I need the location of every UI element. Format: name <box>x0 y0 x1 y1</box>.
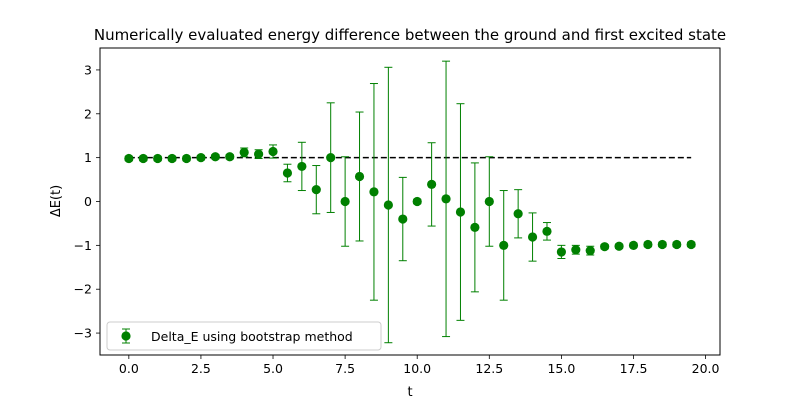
data-point <box>643 239 653 250</box>
legend-label: Delta_E using bootstrap method <box>151 329 353 344</box>
x-tick-label: 0.0 <box>119 361 139 376</box>
data-point <box>167 153 177 164</box>
data-point <box>441 194 451 204</box>
data-point <box>499 240 509 250</box>
y-tick-label: −1 <box>74 238 92 253</box>
data-point <box>427 179 437 189</box>
data-point <box>225 152 235 162</box>
data-point <box>383 200 393 210</box>
data-point <box>686 239 696 250</box>
data-point <box>398 214 408 224</box>
x-tick-label: 12.5 <box>475 361 503 376</box>
plot-frame <box>99 47 721 356</box>
data-point <box>600 242 610 252</box>
data-point <box>527 232 538 242</box>
data-point <box>153 153 163 164</box>
data-point <box>297 161 307 172</box>
x-tick-label: 17.5 <box>620 361 648 376</box>
x-tick-label: 15.0 <box>547 361 575 376</box>
data-point <box>614 241 624 251</box>
data-point <box>672 239 682 250</box>
y-tick-label: 1 <box>84 150 92 165</box>
data-point <box>181 153 192 164</box>
data-point <box>542 226 552 236</box>
data-point <box>282 168 293 178</box>
x-tick-label: 7.5 <box>335 361 355 376</box>
legend-marker-icon <box>121 328 131 344</box>
data-point <box>138 153 148 164</box>
data-point <box>484 196 494 207</box>
y-tick-label: −2 <box>74 282 92 297</box>
x-tick-label: 2.5 <box>191 361 211 376</box>
data-point <box>513 209 523 219</box>
data-point <box>311 185 321 195</box>
y-tick-label: 3 <box>84 62 92 77</box>
data-point <box>556 247 566 257</box>
y-tick-label: 0 <box>84 194 92 209</box>
data-point <box>412 196 422 207</box>
y-axis-label: ΔE(t) <box>49 185 64 217</box>
y-tick-label: −3 <box>74 326 92 341</box>
data-point <box>369 187 379 197</box>
data-point <box>628 240 639 250</box>
legend-box <box>106 321 382 351</box>
data-point <box>340 196 350 207</box>
chart-title: Numerically evaluated energy difference … <box>94 26 726 44</box>
plot-area: 0.0 2.5 5.0 7.5 10.0 12.5 15.0 17.5 20.0 −3 −2 −1 0 1… <box>74 47 721 376</box>
data-point <box>210 152 220 162</box>
data-point <box>354 171 365 182</box>
data-point <box>239 147 249 157</box>
legend-point <box>121 331 131 341</box>
y-tick-label: 2 <box>84 106 92 121</box>
x-tick-label: 5.0 <box>263 361 283 376</box>
legend: Delta_E using bootstrap method <box>106 321 382 351</box>
data-point <box>585 246 595 256</box>
data-point <box>268 146 278 157</box>
x-axis-label: t <box>407 385 412 400</box>
x-tick-label: 20.0 <box>692 361 720 376</box>
data-point <box>326 153 336 163</box>
data-point <box>571 245 581 255</box>
data-point <box>455 207 466 217</box>
data-point <box>254 149 264 159</box>
data-point <box>196 153 206 163</box>
data-point <box>470 222 480 232</box>
x-tick-label: 10.0 <box>403 361 431 376</box>
data-point <box>657 239 667 250</box>
data-point <box>124 153 134 164</box>
